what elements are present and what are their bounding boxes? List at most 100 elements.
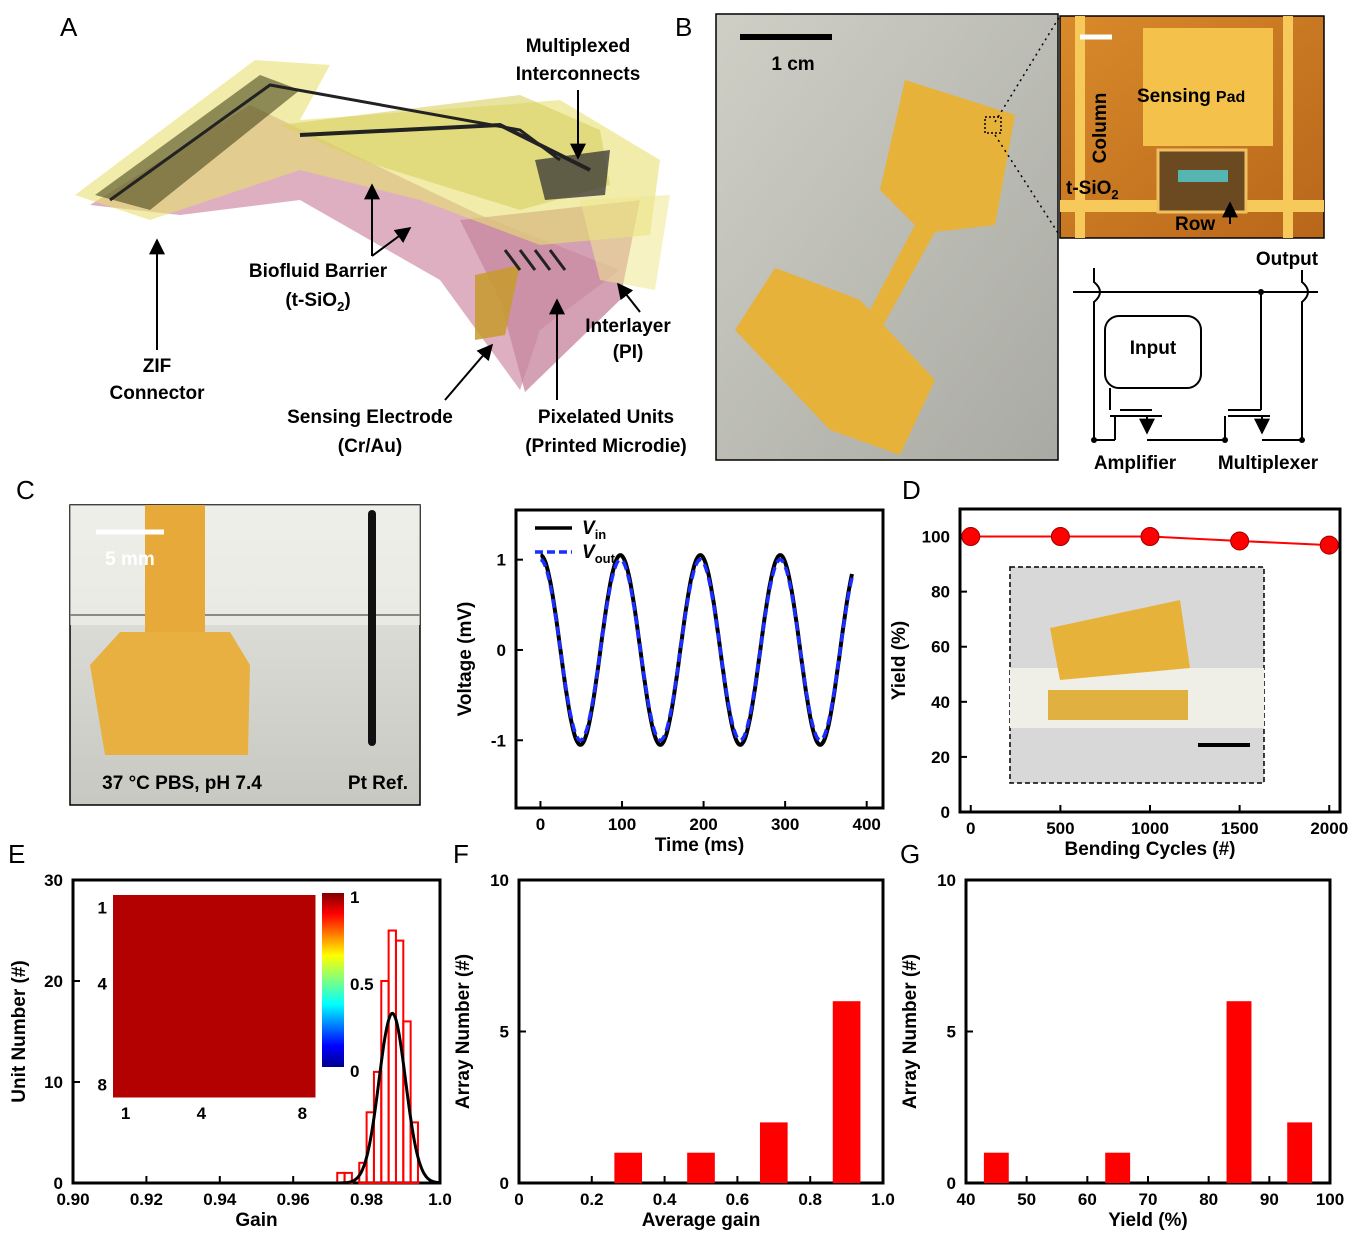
e-heatmap-cell xyxy=(239,971,265,997)
e-heatmap-xtick: 1 xyxy=(121,1104,130,1123)
f-ytick-label: 10 xyxy=(490,871,509,890)
e-heatmap-cell xyxy=(214,1072,240,1098)
panel-d: D xyxy=(902,475,921,505)
scale-label-b: 1 cm xyxy=(771,54,814,75)
g-ylabel: Array Number (#) xyxy=(900,954,921,1109)
f-xtick-label: 0 xyxy=(514,1190,523,1209)
e-heatmap-cell xyxy=(138,1072,164,1098)
f-frame xyxy=(519,880,883,1183)
e-heatmap-cell xyxy=(214,920,240,946)
f-xtick-label: 0.2 xyxy=(580,1190,604,1209)
f-bar-0 xyxy=(614,1153,642,1183)
e-heatmap-cell xyxy=(189,996,215,1022)
e-heatmap-ytick: 4 xyxy=(98,974,108,993)
e-heatmap-cell xyxy=(164,1047,190,1073)
e-heatmap-cell xyxy=(113,920,139,946)
e-heatmap-cell xyxy=(113,946,139,972)
e-heatmap-cell xyxy=(189,1047,215,1073)
f-ytick-label: 5 xyxy=(500,1023,509,1042)
e-heatmap-cell xyxy=(138,996,164,1022)
f-ytick-label: 0 xyxy=(500,1174,509,1193)
d-point-4 xyxy=(1320,536,1338,554)
e-heatmap-cell xyxy=(113,996,139,1022)
label-pi: (PI) xyxy=(613,342,644,363)
e-heatmap-cell xyxy=(189,920,215,946)
e-ytick-label: 0 xyxy=(54,1174,63,1193)
label-tsio2-b: t-SiO2 xyxy=(1066,178,1119,202)
panel-letter-b: B xyxy=(675,12,692,42)
e-heatmap-cell xyxy=(214,1021,240,1047)
scale-label-c: 5 mm xyxy=(105,549,155,570)
e-heatmap-cell xyxy=(290,971,316,997)
label-interconnects: Interconnects xyxy=(516,64,641,85)
e-heatmap-cell xyxy=(265,1047,291,1073)
c-series-in xyxy=(541,555,853,745)
label-tsio2: (t-SiO2) xyxy=(285,290,350,314)
e-heatmap-cell xyxy=(214,895,240,921)
label-sensing-electrode: Sensing Electrode xyxy=(287,407,453,428)
label-zif: ZIF xyxy=(143,356,172,377)
e-heatmap-xtick: 8 xyxy=(298,1104,307,1123)
e-heatmap-cell xyxy=(164,971,190,997)
e-heatmap-cell xyxy=(164,946,190,972)
e-heatmap-cell xyxy=(164,996,190,1022)
e-xtick-label: 0.96 xyxy=(277,1190,310,1209)
f-xtick-label: 0.8 xyxy=(798,1190,822,1209)
e-heatmap-ytick: 1 xyxy=(98,899,107,918)
c-xtick-label: 0 xyxy=(536,815,545,834)
e-xtick-label: 0.98 xyxy=(350,1190,383,1209)
e-heatmap-cell xyxy=(239,1047,265,1073)
d-ytick-label: 60 xyxy=(931,638,950,657)
e-heatmap-cell xyxy=(189,971,215,997)
arrow-interlayer xyxy=(618,284,640,312)
e-heatmap-cell xyxy=(189,1072,215,1098)
e-colorbar-tick: 0.5 xyxy=(350,975,374,994)
e-colorbar xyxy=(322,893,344,1067)
d-point-3 xyxy=(1231,532,1249,550)
e-heatmap-cell xyxy=(138,895,164,921)
d-xtick-label: 2000 xyxy=(1310,819,1348,838)
g-xtick-label: 70 xyxy=(1139,1190,1158,1209)
e-heatmap-cell xyxy=(164,1021,190,1047)
e-ytick-label: 20 xyxy=(44,972,63,991)
g-xlabel: Yield (%) xyxy=(1108,1210,1188,1231)
panel-a: A Multiplexed Interconnects Biofluid Bar… xyxy=(60,12,687,457)
e-heatmap-cell xyxy=(113,1047,139,1073)
e-hist-bin-6 xyxy=(389,931,396,1184)
c-xtick-label: 200 xyxy=(689,815,717,834)
d-xtick-label: 1500 xyxy=(1221,819,1259,838)
e-heatmap-cell xyxy=(290,1047,316,1073)
e-heatmap-cell xyxy=(290,1072,316,1098)
e-heatmap-cell xyxy=(290,1021,316,1047)
e-heatmap-cell xyxy=(113,1021,139,1047)
d-ytick-label: 0 xyxy=(941,803,950,822)
e-heatmap-cell xyxy=(265,996,291,1022)
e-heatmap-cell xyxy=(164,920,190,946)
e-heatmap-cell xyxy=(290,920,316,946)
e-xtick-label: 1.0 xyxy=(428,1190,452,1209)
e-heatmap-cell xyxy=(239,1072,265,1098)
e-heatmap-cell xyxy=(189,895,215,921)
e-hist-bin-5 xyxy=(381,981,388,1183)
e-heatmap-cell xyxy=(113,895,139,921)
label-multiplexer: Multiplexer xyxy=(1218,453,1319,474)
e-heatmap-cell xyxy=(214,946,240,972)
e-heatmap-cell xyxy=(214,996,240,1022)
e-heatmap-cell xyxy=(290,946,316,972)
g-bar-3 xyxy=(1287,1122,1312,1183)
d-xtick-label: 500 xyxy=(1046,819,1074,838)
e-heatmap-cell xyxy=(239,920,265,946)
d-ytick-label: 20 xyxy=(931,748,950,767)
label-connector: Connector xyxy=(110,383,206,404)
e-heatmap-xtick: 4 xyxy=(197,1104,207,1123)
g-bar-2 xyxy=(1227,1001,1252,1183)
d-inset-device-bottom xyxy=(1048,690,1188,720)
g-xtick-label: 100 xyxy=(1316,1190,1344,1209)
c-ytick-label: -1 xyxy=(491,731,506,750)
panel-b: B 1 cm Column Sensing Pad t-SiO2 Row xyxy=(675,12,1324,474)
caption-pbs: 37 °C PBS, pH 7.4 xyxy=(102,773,262,794)
e-heatmap-cell xyxy=(290,895,316,921)
e-heatmap-cell xyxy=(138,1047,164,1073)
panel-letter-g: G xyxy=(900,839,920,869)
e-heatmap-cell xyxy=(265,971,291,997)
